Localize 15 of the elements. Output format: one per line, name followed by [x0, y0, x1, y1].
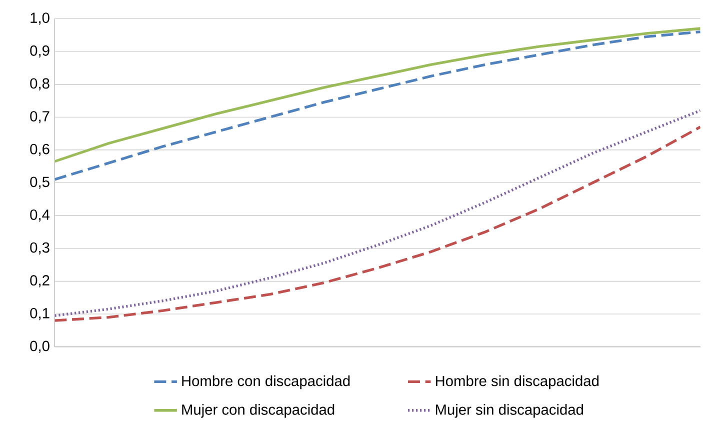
y-tick-label: 0,8 — [30, 78, 50, 90]
y-tick-label: 0,3 — [30, 242, 50, 255]
y-tick-label: 0,4 — [30, 210, 50, 222]
y-tick-label: 1,0 — [30, 12, 50, 25]
y-tick-label: 0,6 — [30, 144, 50, 156]
y-tick-label: 0,5 — [30, 176, 50, 189]
y-tick-label: 0,0 — [30, 340, 50, 353]
y-tick-label: 0,9 — [30, 46, 50, 58]
y-tick-label: 0,1 — [30, 308, 50, 320]
legend-label: Hombre con discapacidad — [182, 375, 350, 390]
legend-label: Mujer sin discapacidad — [436, 404, 584, 418]
y-tick-label: 0,2 — [30, 275, 50, 288]
legend-label: Hombre sin discapacidad — [436, 375, 599, 390]
legend-label: Mujer con discapacidad — [182, 404, 334, 418]
y-tick-label: 0,7 — [30, 111, 50, 124]
